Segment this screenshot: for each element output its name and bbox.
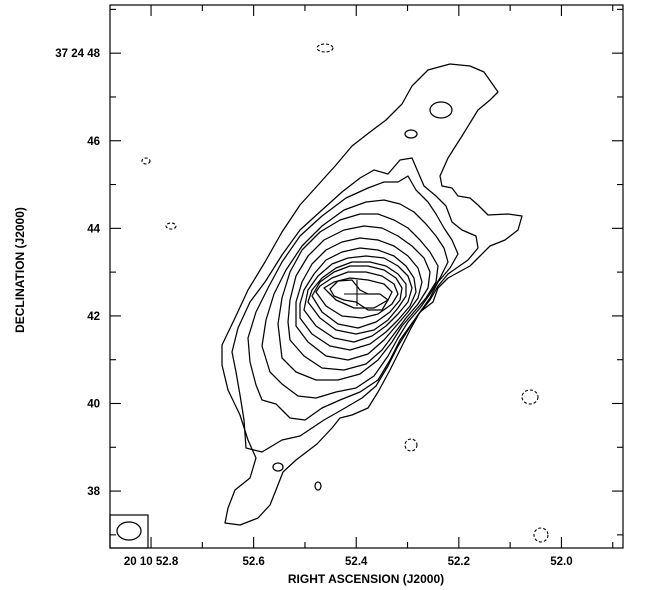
contour-level-13 — [323, 277, 393, 309]
y-tick-label: 38 — [87, 486, 100, 498]
y-tick-label: 42 — [87, 311, 100, 323]
y-tick-label: 46 — [87, 136, 100, 148]
contour-level-1 — [221, 63, 523, 526]
negative-contour — [533, 527, 549, 543]
y-axis-title: DECLINATION (J2000) — [13, 207, 27, 333]
negative-contour — [316, 43, 334, 53]
contour-level-14 — [329, 279, 389, 311]
y-tick-label: 40 — [87, 398, 100, 410]
contour-level-11 — [311, 265, 403, 329]
cross-marker — [344, 280, 372, 306]
contour-level-6 — [287, 225, 431, 371]
axis-ticks — [110, 5, 623, 548]
contour-level-5 — [277, 213, 439, 381]
negative-contour — [404, 438, 418, 452]
contour-level-9 — [303, 255, 413, 343]
contour-map — [141, 43, 549, 543]
y-tick-labels: 37 24 48 46 44 42 40 38 — [55, 48, 100, 498]
beam-ellipse — [116, 521, 142, 541]
x-tick-label: 52.2 — [448, 556, 470, 568]
x-tick-label: 52.6 — [242, 556, 264, 568]
contour-island — [314, 481, 322, 491]
x-axis-title: RIGHT ASCENSION (J2000) — [288, 572, 444, 586]
contour-level-12 — [315, 271, 399, 319]
negative-contour — [521, 389, 539, 405]
contour-island — [429, 101, 453, 119]
x-tick-label: 20 10 52.8 — [124, 556, 179, 568]
x-tick-label: 52.4 — [345, 556, 368, 568]
contour-island — [404, 129, 418, 139]
contour-island — [272, 462, 284, 472]
x-tick-labels: 20 10 52.8 52.6 52.4 52.2 52.0 — [124, 556, 573, 568]
plot-frame — [109, 4, 624, 549]
contour-level-7 — [295, 237, 423, 361]
contour-level-2 — [231, 157, 479, 453]
x-tick-label: 52.0 — [550, 556, 572, 568]
contour-level-10 — [307, 261, 407, 335]
beam-box — [109, 514, 149, 549]
negative-contour — [165, 222, 177, 230]
y-tick-label: 37 24 48 — [55, 48, 100, 60]
negative-contour — [141, 157, 151, 165]
contour-level-4 — [261, 199, 449, 399]
contour-level-8 — [299, 247, 417, 351]
contour-level-3 — [247, 175, 459, 421]
y-tick-label: 44 — [87, 223, 100, 235]
